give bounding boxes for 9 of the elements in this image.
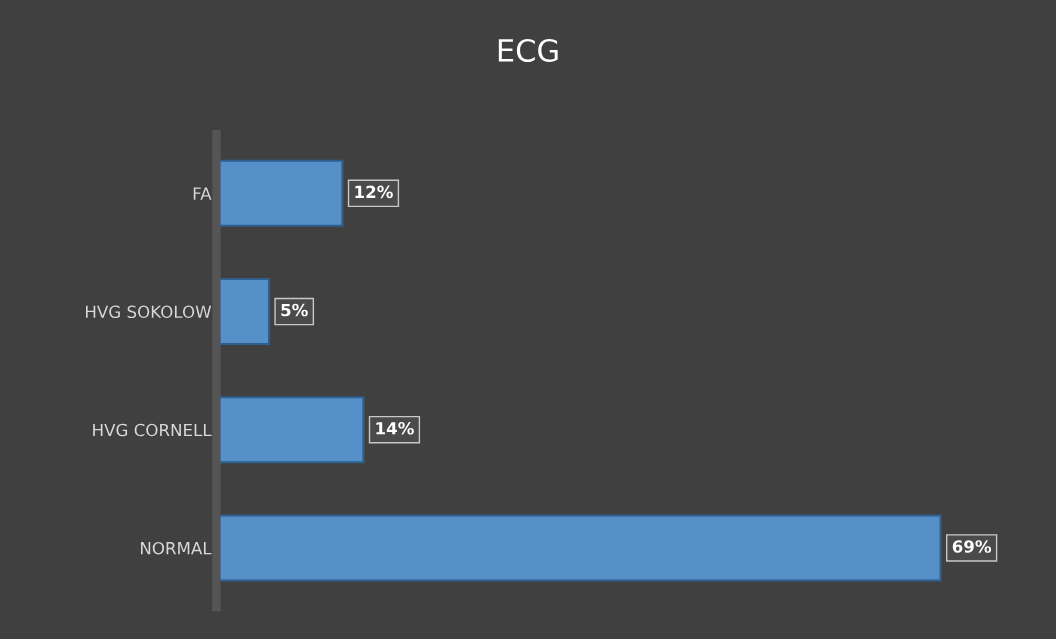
data-label: 69% [952,540,992,553]
y-tick-label: FA [193,187,212,200]
data-label: 12% [355,185,393,199]
chart-title: ECG [498,38,558,62]
y-tick-label: HVG SOKOLOW [85,305,212,319]
y-tick-label: HVG CORNELL [93,423,212,437]
y-tick-label: NORMAL [141,541,212,555]
data-label: 5% [281,303,308,317]
data-label: 14% [376,421,414,435]
